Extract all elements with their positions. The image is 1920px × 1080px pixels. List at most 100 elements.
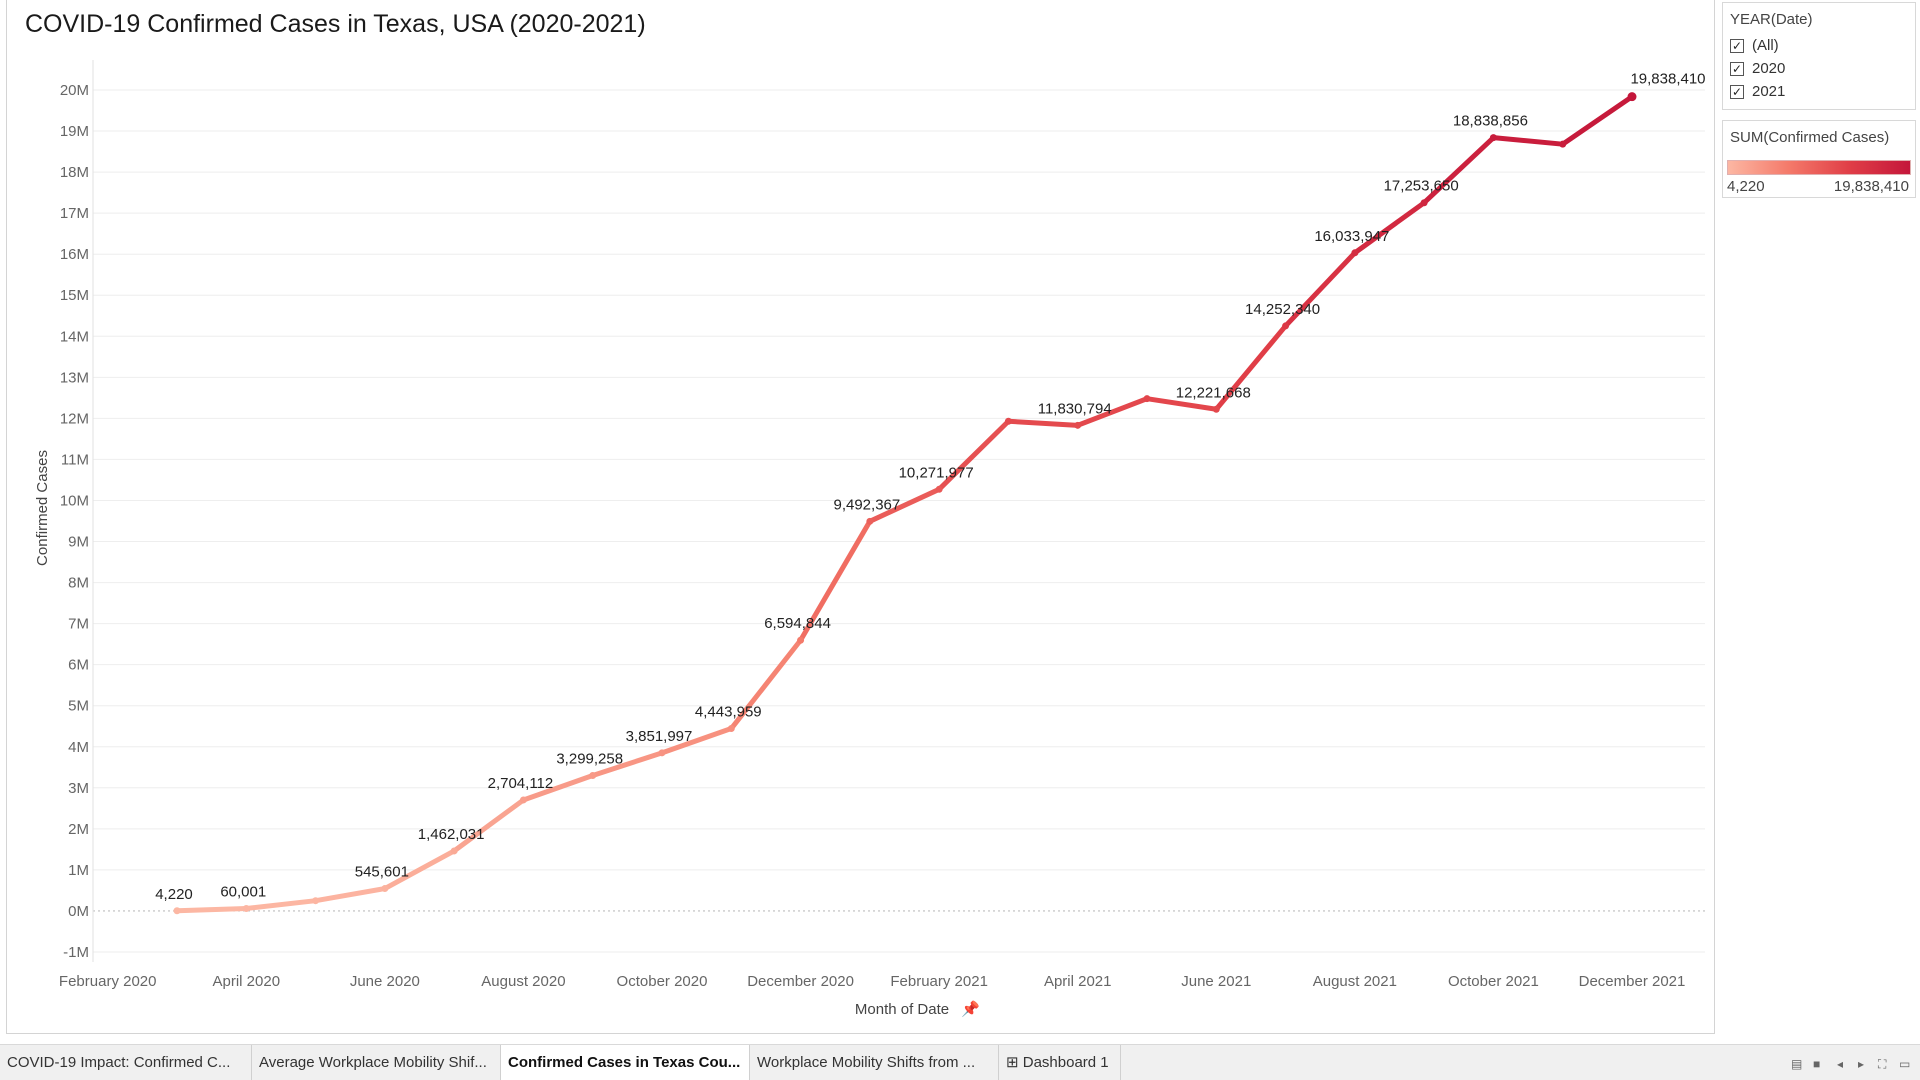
series-line-segment <box>1283 250 1358 329</box>
chart-title: COVID-19 Confirmed Cases in Texas, USA (… <box>25 10 646 38</box>
x-tick-label: October 2020 <box>617 973 708 990</box>
filter-option-label: 2021 <box>1752 83 1786 100</box>
tabs-view-icon[interactable]: ■ <box>1813 1057 1821 1071</box>
data-point <box>1212 405 1220 413</box>
x-tick-label: June 2020 <box>350 973 420 990</box>
data-point <box>1351 249 1359 257</box>
series-line-segment <box>798 518 873 643</box>
legend-title: SUM(Confirmed Cases) <box>1730 129 1890 146</box>
series-line-segment <box>313 886 388 904</box>
filmstrip-icon[interactable]: ▤ <box>1791 1057 1803 1071</box>
x-tick-label: June 2021 <box>1181 973 1251 990</box>
x-tick-label: August 2020 <box>481 973 565 990</box>
data-point <box>312 897 320 905</box>
data-label: 14,252,340 <box>1245 301 1320 318</box>
x-axis-title: Month of Date <box>855 1001 949 1018</box>
data-label: 12,221,668 <box>1176 384 1251 401</box>
filter-option-label: (All) <box>1752 37 1779 54</box>
checkbox-icon[interactable]: ✓ <box>1730 61 1744 76</box>
data-point <box>727 725 735 733</box>
series-line-segment <box>243 898 319 911</box>
series-line-segment <box>1490 135 1566 147</box>
prev-sheet-icon[interactable]: ◂ <box>1837 1057 1844 1071</box>
x-tick-label: February 2020 <box>59 973 157 990</box>
y-tick-label: 20M <box>60 82 89 99</box>
y-tick-label: 13M <box>60 369 89 386</box>
data-label: 1,462,031 <box>418 826 485 843</box>
data-label: 17,253,650 <box>1384 178 1459 195</box>
series-line-segment <box>1005 418 1081 428</box>
series-line-segment <box>728 637 804 732</box>
data-point <box>866 517 874 525</box>
y-tick-label: 12M <box>60 410 89 427</box>
data-point <box>1559 140 1567 148</box>
y-tick-label: 9M <box>68 534 89 551</box>
worksheet-view: COVID-19 Confirmed Cases in Texas, USA (… <box>6 0 1715 1034</box>
data-point <box>658 749 666 757</box>
data-point <box>589 772 597 780</box>
y-tick-label: 0M <box>68 903 89 920</box>
series-line-segment <box>1560 94 1635 147</box>
present-icon[interactable]: ▭ <box>1899 1057 1911 1071</box>
data-label: 19,838,410 <box>1630 71 1705 88</box>
y-tick-label: -1M <box>63 944 89 961</box>
filter-option-2021[interactable]: ✓ 2021 <box>1730 80 1915 103</box>
data-point <box>1143 395 1151 403</box>
x-tick-label: August 2021 <box>1313 973 1397 990</box>
filter-title: YEAR(Date) <box>1730 11 1813 28</box>
line-chart: -1M 0M 1M 2M 3M 4M 5M 6M 7M 8M 9M 10M 11M 12M 13M 14M 15… <box>34 60 1706 1018</box>
x-tick-label: December 2020 <box>747 973 854 990</box>
year-filter-card: YEAR(Date) ✓ (All) ✓ 2020 ✓ 2021 <box>1722 2 1916 110</box>
data-point <box>935 485 943 493</box>
data-label: 9,492,367 <box>833 496 900 513</box>
data-label: 545,601 <box>355 864 409 881</box>
filter-option-all[interactable]: ✓ (All) <box>1730 34 1915 57</box>
series-line-segment <box>1144 396 1219 412</box>
x-tick-label: October 2021 <box>1448 973 1539 990</box>
tab-confirmed-cases-texas[interactable]: Confirmed Cases in Texas Cou... <box>501 1045 750 1080</box>
y-tick-label: 1M <box>68 862 89 879</box>
data-label: 2,704,112 <box>488 775 554 792</box>
y-tick-label: 17M <box>60 205 89 222</box>
data-label: 4,443,959 <box>695 704 762 721</box>
series-line-segment <box>659 726 734 756</box>
checkbox-icon[interactable]: ✓ <box>1730 38 1744 53</box>
filter-option-2020[interactable]: ✓ 2020 <box>1730 57 1915 80</box>
tab-dashboard-1[interactable]: ⊞ Dashboard 1 <box>999 1045 1121 1080</box>
data-label: 10,271,977 <box>899 464 974 481</box>
y-tick-label: 15M <box>60 287 89 304</box>
tab-workplace-mobility-shifts[interactable]: Workplace Mobility Shifts from ... <box>750 1045 999 1080</box>
series-line-segment <box>1075 396 1150 428</box>
x-tick-label: December 2021 <box>1579 973 1686 990</box>
fullscreen-icon[interactable]: ⛶ <box>1878 1057 1887 1071</box>
y-axis-title: Confirmed Cases <box>34 450 51 566</box>
data-label: 60,001 <box>220 883 266 900</box>
legend-max-value: 19,838,410 <box>1833 178 1909 195</box>
data-point <box>381 885 389 893</box>
series-line-segment <box>451 797 526 854</box>
data-point <box>1282 322 1290 330</box>
checkbox-icon[interactable]: ✓ <box>1730 84 1744 99</box>
y-tick-label: 19M <box>60 123 89 140</box>
series-line-segment <box>174 905 249 914</box>
y-tick-label: 7M <box>68 616 89 633</box>
pin-icon: 📌 <box>961 999 980 1018</box>
y-tick-label: 10M <box>60 492 89 509</box>
tab-workplace-mobility-average[interactable]: Average Workplace Mobility Shif... <box>252 1045 501 1080</box>
data-label: 11,830,794 <box>1038 400 1112 417</box>
data-label: 3,851,997 <box>626 728 693 745</box>
series-line-segment <box>382 848 457 892</box>
data-point <box>173 907 181 915</box>
data-point <box>1627 92 1637 102</box>
data-point <box>519 796 527 804</box>
tab-covid-impact[interactable]: COVID-19 Impact: Confirmed C... <box>0 1045 252 1080</box>
x-tick-label: April 2020 <box>213 973 281 990</box>
color-gradient-bar <box>1727 160 1911 175</box>
color-legend-card: SUM(Confirmed Cases) 4,220 19,838,410 <box>1722 120 1916 198</box>
y-tick-label: 2M <box>68 821 89 838</box>
series-line-segment <box>520 773 596 803</box>
data-label: 4,220 <box>155 886 193 903</box>
data-point <box>450 847 458 855</box>
y-tick-label: 5M <box>68 698 89 715</box>
next-sheet-icon[interactable]: ▸ <box>1858 1057 1865 1071</box>
